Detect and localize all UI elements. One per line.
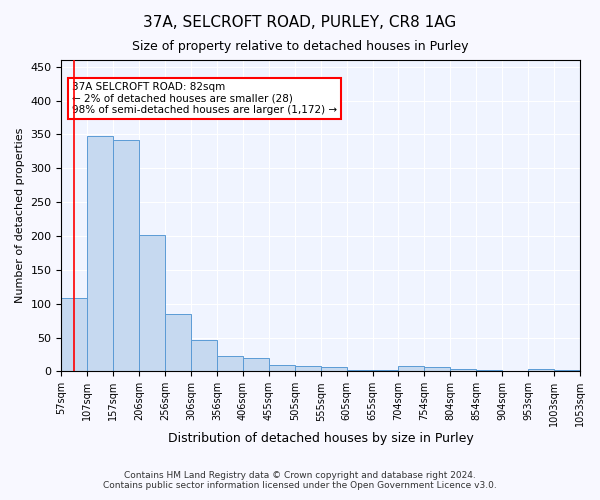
Bar xyxy=(373,370,398,372)
Y-axis label: Number of detached properties: Number of detached properties xyxy=(15,128,25,304)
Bar xyxy=(424,368,451,372)
Bar xyxy=(321,368,347,372)
Bar xyxy=(554,370,580,372)
X-axis label: Distribution of detached houses by size in Purley: Distribution of detached houses by size … xyxy=(168,432,473,445)
Bar xyxy=(113,140,139,372)
Bar xyxy=(347,370,373,372)
Bar xyxy=(61,298,88,372)
Text: 37A, SELCROFT ROAD, PURLEY, CR8 1AG: 37A, SELCROFT ROAD, PURLEY, CR8 1AG xyxy=(143,15,457,30)
Bar xyxy=(191,340,217,372)
Bar xyxy=(451,370,476,372)
Text: Contains HM Land Registry data © Crown copyright and database right 2024.
Contai: Contains HM Land Registry data © Crown c… xyxy=(103,470,497,490)
Bar xyxy=(139,234,165,372)
Bar xyxy=(269,364,295,372)
Bar xyxy=(243,358,269,372)
Bar xyxy=(88,136,113,372)
Bar xyxy=(398,366,424,372)
Text: Size of property relative to detached houses in Purley: Size of property relative to detached ho… xyxy=(132,40,468,53)
Bar xyxy=(295,366,321,372)
Bar xyxy=(217,356,243,372)
Bar xyxy=(165,314,191,372)
Bar xyxy=(528,370,554,372)
Bar xyxy=(476,370,502,372)
Text: 37A SELCROFT ROAD: 82sqm
← 2% of detached houses are smaller (28)
98% of semi-de: 37A SELCROFT ROAD: 82sqm ← 2% of detache… xyxy=(72,82,337,115)
